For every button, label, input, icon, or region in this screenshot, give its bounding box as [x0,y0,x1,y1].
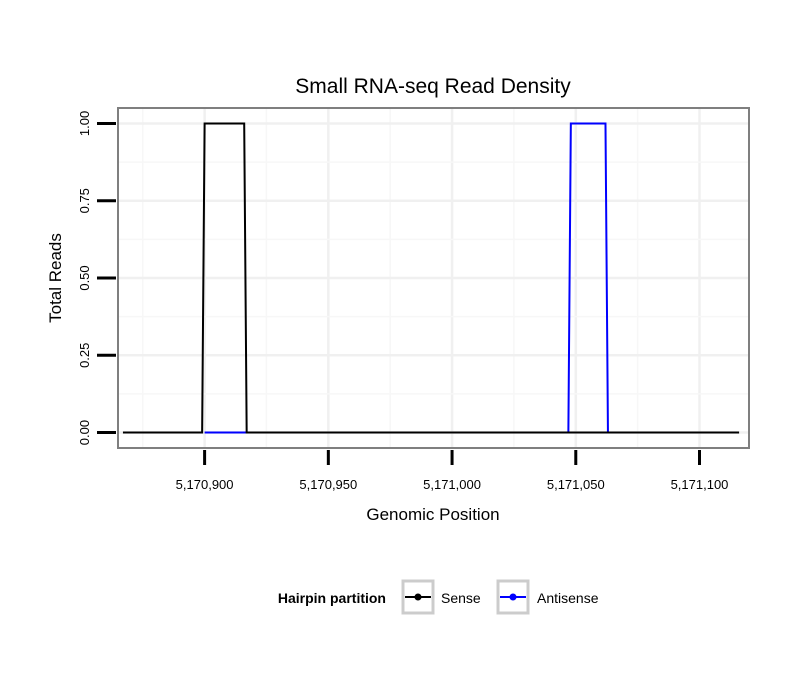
chart-title: Small RNA-seq Read Density [295,75,571,98]
y-tick-label: 0.75 [77,188,92,213]
axes: 5,170,900 5,170,950 5,171,000 5,171,050 5,17… [77,111,728,492]
y-tick-label: 0.00 [77,420,92,445]
x-axis-title: Genomic Position [366,505,499,524]
x-tick-label: 5,170,950 [299,477,357,492]
legend-label-sense: Sense [441,590,481,606]
x-tick-label: 5,171,100 [671,477,729,492]
y-tick-label: 0.50 [77,265,92,290]
x-tick-label: 5,170,900 [176,477,234,492]
panel-border [117,107,750,449]
x-tick-label: 5,171,050 [547,477,605,492]
legend: Hairpin partition Sense Antisense [278,579,599,615]
y-tick-label: 1.00 [77,111,92,136]
series-line-sense [122,122,740,434]
series-lines [122,122,740,434]
legend-key-antisense-dot [509,593,517,601]
legend-title: Hairpin partition [278,590,386,606]
y-axis-title: Total Reads [46,233,65,323]
legend-key-sense-dot [414,593,422,601]
y-tick-label: 0.25 [77,343,92,368]
legend-label-antisense: Antisense [537,590,599,606]
series-line-antisense [204,122,609,434]
grid [118,108,749,448]
x-tick-label: 5,171,000 [423,477,481,492]
